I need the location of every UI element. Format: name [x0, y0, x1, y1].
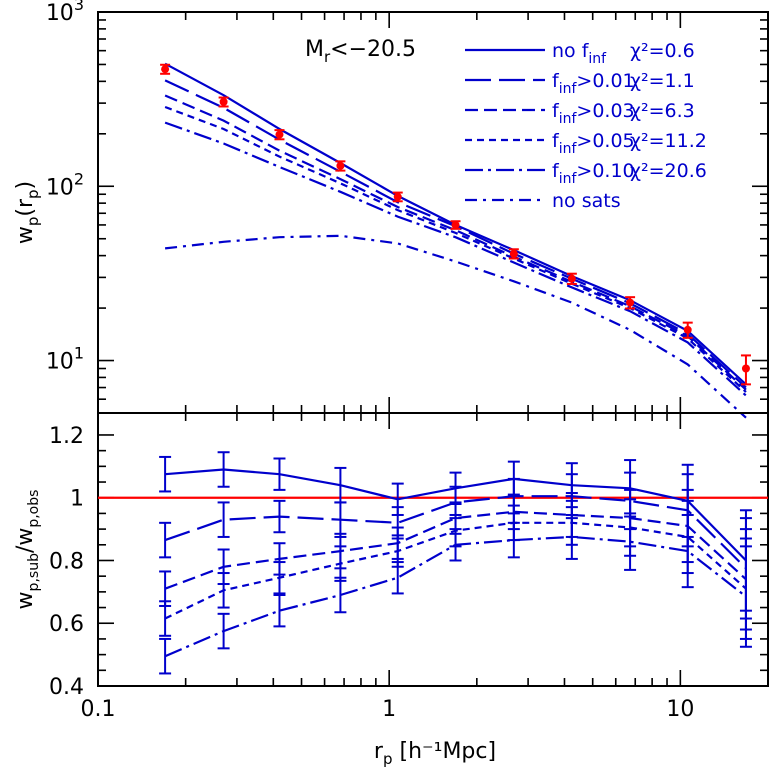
top-panel — [97, 11, 769, 419]
annotation-mag-cut: Mr<−20.5 — [305, 37, 416, 66]
top-series-line-3 — [164, 105, 747, 393]
top-series-line-4 — [164, 121, 747, 397]
x-axis-label: rp [h⁻¹Mpc] — [374, 739, 496, 767]
legend-label-3: finf>0.05 — [552, 130, 635, 157]
top-y-axis-label: wp(rp) — [13, 181, 42, 244]
observed-point — [683, 325, 692, 334]
legend-label-2: finf>0.03 — [552, 100, 635, 127]
bottom-y-axis-label: wp,sub/wp,obs — [13, 490, 42, 610]
y-tick-label: 102 — [46, 169, 84, 200]
y-tick-label: 1.2 — [49, 424, 84, 449]
legend-label-0: no finf — [552, 40, 607, 67]
legend-label-1: finf>0.01 — [552, 70, 635, 97]
y-tick-label: 101 — [46, 344, 84, 375]
observed-point — [161, 65, 170, 74]
y-tick-label: 1 — [70, 487, 84, 512]
top-series-line-5 — [164, 234, 747, 419]
observed-point — [219, 97, 228, 106]
x-tick-label: 0.1 — [81, 697, 116, 722]
observed-point — [393, 192, 402, 201]
observed-point — [451, 220, 460, 229]
observed-point — [567, 274, 576, 283]
observed-point — [741, 364, 750, 373]
y-tick-label: 0.4 — [49, 675, 84, 700]
legend-label-4: finf>0.10 — [552, 160, 635, 187]
bottom-panel — [97, 412, 769, 687]
legend-chi2-4: χ²=20.6 — [630, 160, 707, 182]
legend-chi2-0: χ²=0.6 — [630, 40, 695, 62]
legend-chi2-3: χ²=11.2 — [630, 130, 707, 152]
legend-chi2-1: χ²=1.1 — [630, 70, 695, 92]
y-tick-label: 0.8 — [49, 549, 84, 574]
legend-label-5: no sats — [552, 190, 621, 212]
top-series-line-2 — [164, 94, 747, 391]
legend-chi2-2: χ²=6.3 — [630, 100, 695, 122]
y-tick-label: 103 — [46, 0, 84, 26]
bottom-frame — [97, 412, 769, 687]
axis-labels: 0.1 1 10 101 102 103 0.4 0.6 0.8 1 1.2 rp [h⁻¹Mpc] w… — [13, 0, 694, 767]
observed-point — [626, 298, 635, 307]
observed-point — [509, 249, 518, 258]
bottom-series-line-2 — [164, 510, 747, 590]
observed-point — [275, 130, 284, 139]
y-tick-label: 0.6 — [49, 612, 84, 637]
observed-point — [336, 161, 345, 170]
x-tick-label: 1 — [382, 697, 396, 722]
x-tick-label: 10 — [666, 697, 694, 722]
